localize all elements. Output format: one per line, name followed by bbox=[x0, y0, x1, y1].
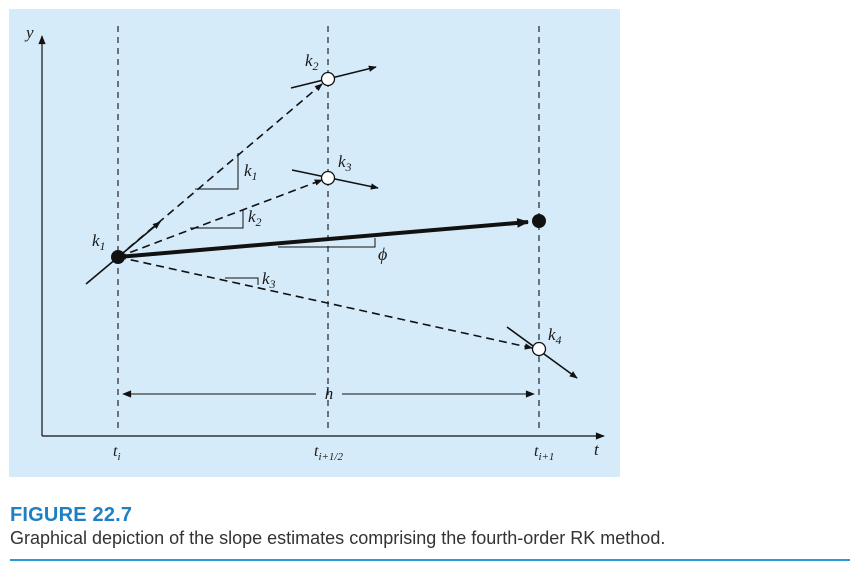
x-axis-label: t bbox=[594, 440, 600, 459]
caption-divider bbox=[10, 559, 850, 561]
k2-slope-label: k2 bbox=[248, 207, 262, 229]
k2-slope-line bbox=[117, 179, 323, 258]
phi-label: ϕ bbox=[378, 244, 387, 264]
k1-point-label: k1 bbox=[92, 231, 106, 253]
y-axis-label: y bbox=[24, 23, 34, 42]
tick-t-i: ti bbox=[113, 443, 121, 463]
start-point bbox=[111, 250, 125, 264]
tick-t-next: ti+1 bbox=[534, 443, 554, 463]
k3-slope-line bbox=[117, 256, 533, 350]
figure-caption-title: FIGURE 22.7 bbox=[10, 504, 133, 526]
h-label: h bbox=[325, 384, 334, 403]
k2-point-label: k2 bbox=[305, 51, 319, 73]
k3-point bbox=[320, 170, 336, 186]
figure-caption-text: Graphical depiction of the slope estimat… bbox=[10, 528, 666, 548]
end-point bbox=[532, 214, 546, 228]
k3-slope-label: k3 bbox=[262, 269, 276, 291]
k4-point bbox=[531, 341, 547, 357]
k1-slope-label: k1 bbox=[244, 161, 258, 183]
phi-slope-triangle bbox=[278, 238, 376, 248]
k4-point-label: k4 bbox=[548, 325, 562, 347]
k3-slope-triangle bbox=[225, 277, 259, 285]
phi-line bbox=[117, 218, 530, 259]
k3-point-label: k3 bbox=[338, 152, 352, 174]
tick-t-half: ti+1/2 bbox=[314, 443, 343, 463]
k1-slope-triangle bbox=[195, 153, 239, 190]
k2-point bbox=[320, 71, 336, 87]
k2-slope-triangle bbox=[190, 210, 244, 229]
